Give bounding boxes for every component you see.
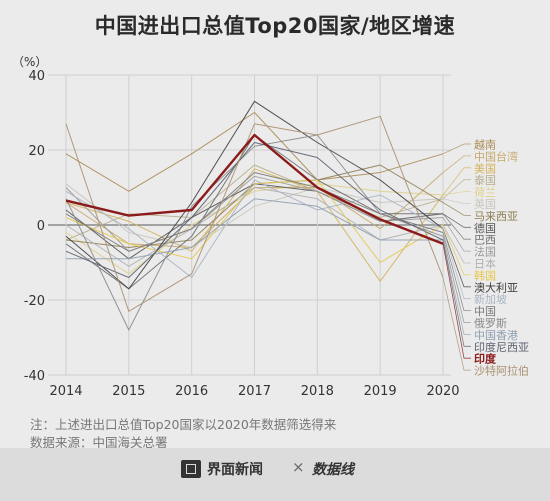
grid-lines xyxy=(48,74,451,376)
legend-leader-line xyxy=(442,213,471,240)
brand-jiemian: 界面新闻 xyxy=(207,462,263,478)
legend-entry: 越南 xyxy=(474,138,496,152)
legend-entry: 韩国 xyxy=(474,268,496,282)
legend-leader-line xyxy=(442,213,471,228)
series-line-中国香港 xyxy=(66,198,443,260)
y-tick-label: 20 xyxy=(28,144,45,159)
x-tick-label: 2019 xyxy=(364,384,397,399)
brand-separator: × xyxy=(292,458,305,476)
legend-leader-line xyxy=(442,179,471,200)
y-tick-label: -20 xyxy=(24,294,45,309)
y-axis-unit: （%） xyxy=(12,55,47,69)
legend-entry: 法国 xyxy=(474,245,496,259)
chart-title: 中国进出口总值Top20国家/地区增速 xyxy=(94,14,456,38)
legend-entry: 沙特阿拉伯 xyxy=(474,364,529,378)
legend: 越南中国台湾美国泰国荷兰英国马来西亚德国巴西法国日本韩国澳大利亚新加坡中国俄罗斯… xyxy=(442,138,529,378)
series-line-新加坡 xyxy=(65,179,444,278)
legend-entry: 马来西亚 xyxy=(474,210,518,223)
x-tick-label: 2017 xyxy=(238,384,271,399)
legend-leader-line xyxy=(442,239,471,335)
x-tick-label: 2020 xyxy=(426,384,459,399)
legend-entry: 荷兰 xyxy=(474,186,496,199)
legend-leader-line xyxy=(442,228,471,288)
legend-entry: 德国 xyxy=(474,221,496,235)
legend-leader-line xyxy=(442,198,471,204)
series-line-越南 xyxy=(65,112,444,192)
legend-leader-line xyxy=(442,236,471,323)
legend-entry: 日本 xyxy=(474,257,496,271)
x-tick-label: 2018 xyxy=(301,384,334,399)
legend-leader-line xyxy=(442,143,471,155)
chart-note: 注：上述进出口总值Top20国家以2020年数据筛选得来 xyxy=(30,417,337,432)
legend-leader-line xyxy=(442,202,471,216)
legend-entry: 中国 xyxy=(474,305,496,318)
series-line-印度尼西亚 xyxy=(65,142,444,278)
x-tick-label: 2016 xyxy=(175,384,208,399)
legend-entry: 巴西 xyxy=(474,234,496,247)
legend-entry: 英国 xyxy=(474,197,496,211)
x-tick-label: 2014 xyxy=(49,384,82,399)
legend-leader-line xyxy=(442,224,471,276)
jiemian-logo-icon xyxy=(181,460,201,478)
legend-leader-line xyxy=(442,239,471,347)
series-line-荷兰 xyxy=(65,183,444,275)
series-line-澳大利亚 xyxy=(65,100,444,290)
series-line-美国 xyxy=(65,168,444,282)
series-line-印度 xyxy=(65,133,444,245)
series-line-沙特阿拉伯 xyxy=(65,115,444,312)
data-source: 数据来源：中国海关总署 xyxy=(30,435,168,450)
legend-leader-line xyxy=(442,232,471,312)
legend-leader-line xyxy=(442,224,471,264)
legend-entry: 中国台湾 xyxy=(474,149,518,163)
y-tick-label: -40 xyxy=(24,369,45,384)
footer-band xyxy=(0,448,550,501)
legend-leader-line xyxy=(442,191,471,196)
legend-entry: 澳大利亚 xyxy=(474,280,518,294)
legend-entry: 俄罗斯 xyxy=(474,317,507,330)
legend-leader-line xyxy=(442,277,471,371)
legend-entry: 印度尼西亚 xyxy=(474,340,529,354)
legend-entry: 中国香港 xyxy=(474,329,518,342)
axis-labels: 40 20 0 -20 -40 （%） 2014 2015 2016 2017 2018 2019 20… xyxy=(12,55,460,399)
legend-leader-line xyxy=(442,217,471,252)
x-tick-label: 2015 xyxy=(112,384,145,399)
legend-entry: 美国 xyxy=(474,162,496,175)
series-line-泰国 xyxy=(65,164,444,241)
legend-leader-line xyxy=(442,155,471,173)
legend-entry: 泰国 xyxy=(474,173,496,187)
brand-shujuxian: 数据线 xyxy=(312,462,354,478)
series-lines xyxy=(65,100,444,331)
legend-entry: 新加坡 xyxy=(474,292,507,306)
series-line-俄罗斯 xyxy=(65,134,444,331)
legend-leader-line xyxy=(442,228,471,300)
y-tick-label: 40 xyxy=(28,69,45,84)
y-tick-label: 0 xyxy=(37,219,45,234)
legend-entry: 印度 xyxy=(474,352,497,366)
series-line-英国 xyxy=(65,183,444,248)
legend-leader-line xyxy=(442,243,471,359)
series-line-韩国 xyxy=(65,179,444,263)
legend-leader-line xyxy=(442,167,471,196)
